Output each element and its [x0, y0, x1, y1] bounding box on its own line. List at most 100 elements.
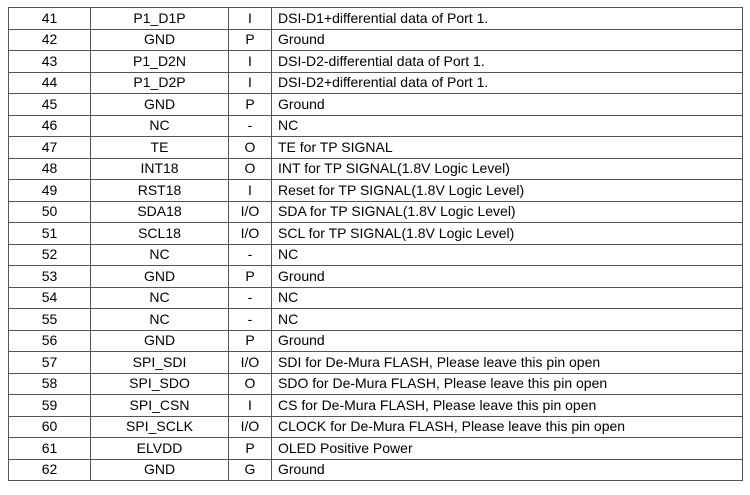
- pin-number: 46: [8, 114, 91, 137]
- pin-number: 52: [8, 243, 91, 266]
- pin-number: 47: [8, 136, 91, 159]
- pin-number: 49: [8, 179, 91, 202]
- pin-description: SCL for TP SIGNAL(1.8V Logic Level): [271, 222, 743, 245]
- table-row: 60 SPI_SCLK I/O CLOCK for De-Mura FLASH, Pl…: [8, 415, 743, 438]
- pin-table: 41 P1_D1P I DSI-D1+differential data of Por…: [8, 7, 743, 481]
- pin-number: 60: [8, 415, 91, 438]
- pin-type: P: [228, 28, 272, 51]
- pin-type: I: [228, 50, 272, 73]
- pin-name: NC: [90, 286, 229, 309]
- pin-type: I/O: [228, 351, 272, 374]
- pin-description: Ground: [271, 93, 743, 116]
- table-row: 53 GND P Ground: [8, 265, 743, 288]
- pin-name: GND: [90, 28, 229, 51]
- pin-name: ELVDD: [90, 437, 229, 460]
- pin-description: SDO for De-Mura FLASH, Please leave this…: [271, 372, 743, 395]
- table-row: 48 INT18 O INT for TP SIGNAL(1.8V Logic Lev…: [8, 157, 743, 180]
- pin-type: P: [228, 437, 272, 460]
- pin-description: TE for TP SIGNAL: [271, 136, 743, 159]
- pin-description: INT for TP SIGNAL(1.8V Logic Level): [271, 157, 743, 180]
- pin-description: Reset for TP SIGNAL(1.8V Logic Level): [271, 179, 743, 202]
- pin-number: 57: [8, 351, 91, 374]
- pin-number: 45: [8, 93, 91, 116]
- pin-name: P1_D1P: [90, 7, 229, 30]
- pin-description: SDI for De-Mura FLASH, Please leave this…: [271, 351, 743, 374]
- pin-description: Ground: [271, 458, 743, 481]
- pin-number: 44: [8, 71, 91, 94]
- pin-type: P: [228, 329, 272, 352]
- pin-description: Ground: [271, 28, 743, 51]
- pin-description: NC: [271, 114, 743, 137]
- pin-description: Ground: [271, 265, 743, 288]
- pin-number: 48: [8, 157, 91, 180]
- pin-description: DSI-D2+differential data of Port 1.: [271, 71, 743, 94]
- pin-type: G: [228, 458, 272, 481]
- table-row: 61 ELVDD P OLED Positive Power: [8, 437, 743, 460]
- table-row: 42 GND P Ground: [8, 28, 743, 51]
- pin-description: DSI-D2-differential data of Port 1.: [271, 50, 743, 73]
- table-row: 45 GND P Ground: [8, 93, 743, 116]
- pin-number: 42: [8, 28, 91, 51]
- pin-number: 53: [8, 265, 91, 288]
- pin-number: 54: [8, 286, 91, 309]
- table-row: 57 SPI_SDI I/O SDI for De-Mura FLASH, Pleas…: [8, 351, 743, 374]
- pin-name: NC: [90, 243, 229, 266]
- pin-name: NC: [90, 308, 229, 331]
- table-row: 47 TE O TE for TP SIGNAL: [8, 136, 743, 159]
- pin-description: CLOCK for De-Mura FLASH, Please leave th…: [271, 415, 743, 438]
- table-row: 62 GND G Ground: [8, 458, 743, 481]
- pin-description: NC: [271, 308, 743, 331]
- pin-description: Ground: [271, 329, 743, 352]
- pin-number: 50: [8, 200, 91, 223]
- pin-description: OLED Positive Power: [271, 437, 743, 460]
- pin-type: I/O: [228, 200, 272, 223]
- pin-type: -: [228, 243, 272, 266]
- table-row: 43 P1_D2N I DSI-D2-differential data of Por…: [8, 50, 743, 73]
- pin-number: 61: [8, 437, 91, 460]
- pin-name: RST18: [90, 179, 229, 202]
- pin-type: O: [228, 136, 272, 159]
- pin-name: SPI_SCLK: [90, 415, 229, 438]
- pin-type: I: [228, 179, 272, 202]
- pin-name: P1_D2P: [90, 71, 229, 94]
- table-row: 41 P1_D1P I DSI-D1+differential data of Por…: [8, 7, 743, 30]
- pin-number: 58: [8, 372, 91, 395]
- pin-name: SPI_SDI: [90, 351, 229, 374]
- table-row: 50 SDA18 I/O SDA for TP SIGNAL(1.8V Logic L…: [8, 200, 743, 223]
- pin-type: I: [228, 71, 272, 94]
- pin-type: I/O: [228, 222, 272, 245]
- table-row: 52 NC - NC: [8, 243, 743, 266]
- pin-description: CS for De-Mura FLASH, Please leave this …: [271, 394, 743, 417]
- pin-number: 59: [8, 394, 91, 417]
- pin-number: 62: [8, 458, 91, 481]
- pin-name: SCL18: [90, 222, 229, 245]
- pin-name: NC: [90, 114, 229, 137]
- table-row: 51 SCL18 I/O SCL for TP SIGNAL(1.8V Logic L…: [8, 222, 743, 245]
- pin-description: SDA for TP SIGNAL(1.8V Logic Level): [271, 200, 743, 223]
- table-row: 54 NC - NC: [8, 286, 743, 309]
- pin-name: SPI_CSN: [90, 394, 229, 417]
- pin-number: 55: [8, 308, 91, 331]
- pin-name: INT18: [90, 157, 229, 180]
- pin-number: 43: [8, 50, 91, 73]
- table-row: 46 NC - NC: [8, 114, 743, 137]
- pin-description: NC: [271, 243, 743, 266]
- table-row: 58 SPI_SDO O SDO for De-Mura FLASH, Please …: [8, 372, 743, 395]
- pin-name: GND: [90, 329, 229, 352]
- pin-type: I: [228, 7, 272, 30]
- pin-name: GND: [90, 265, 229, 288]
- table-row: 56 GND P Ground: [8, 329, 743, 352]
- pin-number: 56: [8, 329, 91, 352]
- pin-name: GND: [90, 93, 229, 116]
- pin-type: -: [228, 308, 272, 331]
- pin-type: O: [228, 372, 272, 395]
- pin-type: I: [228, 394, 272, 417]
- table-row: 59 SPI_CSN I CS for De-Mura FLASH, Please l…: [8, 394, 743, 417]
- pin-name: P1_D2N: [90, 50, 229, 73]
- pin-type: -: [228, 114, 272, 137]
- pin-number: 41: [8, 7, 91, 30]
- pin-number: 51: [8, 222, 91, 245]
- table-row: 55 NC - NC: [8, 308, 743, 331]
- pin-type: I/O: [228, 415, 272, 438]
- pin-name: SPI_SDO: [90, 372, 229, 395]
